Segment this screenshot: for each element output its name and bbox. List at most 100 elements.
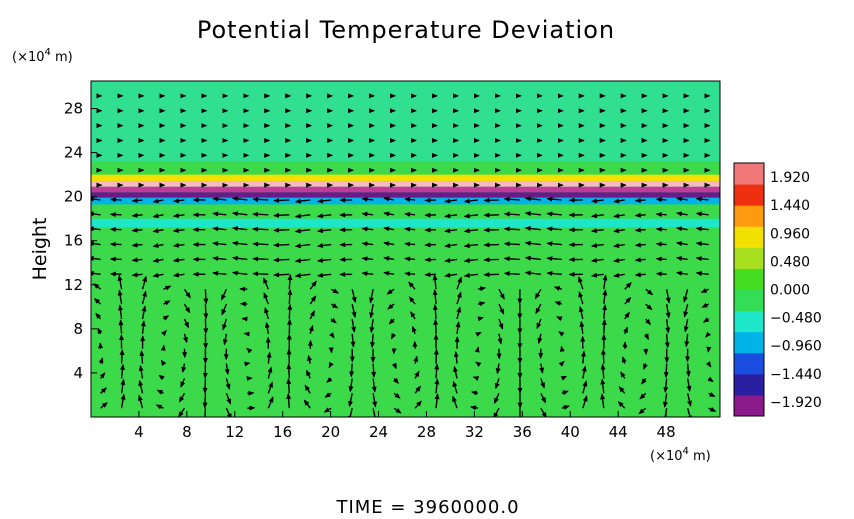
velocity-arrow [91,241,101,247]
colorbar-segment [734,184,764,206]
velocity-arrow [638,407,647,415]
velocity-arrow [152,213,164,219]
velocity-arrow [231,270,248,276]
velocity-arrow [601,318,607,334]
velocity-arrow [444,243,458,249]
colorbar-tick-label: 1.440 [770,198,810,214]
velocity-arrow [705,331,712,338]
velocity-arrow [675,226,688,232]
velocity-arrow [410,311,416,320]
velocity-arrow [172,257,185,263]
velocity-arrow [624,296,632,305]
velocity-arrow [286,392,292,409]
velocity-arrow [560,375,568,381]
velocity-arrow [702,317,710,323]
velocity-arrow [294,198,311,204]
velocity-arrow [137,394,144,409]
velocity-arrow [413,355,419,364]
velocity-arrow [287,273,293,290]
velocity-arrow [220,288,228,301]
velocity-arrow [613,213,625,219]
velocity-arrow [582,395,588,409]
velocity-arrow [463,228,479,234]
colorbar-tick-label: −0.960 [770,339,822,355]
x-tick-label: 20 [321,423,340,441]
velocity-arrow [264,321,270,334]
velocity-arrow [600,363,606,379]
velocity-arrow [683,289,689,303]
velocity-arrow [212,196,227,202]
velocity-arrow [287,288,293,305]
velocity-arrow [212,211,227,217]
velocity-arrow [330,317,337,324]
velocity-arrow [503,226,520,232]
velocity-arrow [98,357,104,364]
velocity-arrow [372,393,378,408]
velocity-arrow [432,303,438,320]
velocity-arrow [546,226,562,232]
velocity-arrow [600,378,606,394]
velocity-arrow [369,318,375,334]
velocity-arrow [408,281,416,290]
y-axis-label: Height [29,218,51,281]
velocity-arrow [700,288,709,293]
velocity-arrow [695,256,709,262]
velocity-arrow [453,350,459,364]
velocity-arrow [141,305,147,320]
velocity-arrow [524,196,541,202]
velocity-arrow [183,288,191,299]
colorbar-segment [734,205,764,227]
velocity-arrow [100,387,107,394]
band-mid [91,186,720,193]
velocity-arrow [100,402,108,409]
velocity-arrow [383,270,395,276]
x-unit-label: (×104 m) [650,446,711,464]
velocity-arrow [172,227,185,233]
velocity-arrow [663,378,669,394]
velocity-arrow [263,292,269,305]
velocity-arrow [524,255,541,261]
velocity-arrow [498,288,505,300]
velocity-arrow [172,272,185,278]
velocity-arrow [287,303,293,319]
velocity-arrow [556,316,563,322]
velocity-arrow [316,213,332,219]
velocity-arrow [639,392,647,400]
velocity-arrow [309,310,316,320]
velocity-arrow [252,226,269,232]
x-tick-label: 40 [561,423,580,441]
velocity-arrow [655,256,667,262]
velocity-arrow [183,303,191,314]
colorbar-tick-label: 0.960 [770,226,810,242]
velocity-arrow [705,361,712,368]
velocity-arrow [695,226,709,232]
velocity-arrow [453,365,458,379]
x-tick-label: 24 [369,423,388,441]
velocity-arrow [316,198,332,204]
velocity-arrow [91,270,101,276]
velocity-arrow [404,211,416,217]
velocity-arrow [178,407,186,417]
velocity-arrow [91,226,101,232]
velocity-arrow [675,270,688,276]
velocity-arrow [305,369,311,379]
x-tick-label: 12 [225,423,244,441]
velocity-arrow [252,196,269,202]
velocity-arrow [225,393,232,405]
velocity-arrow [590,257,604,263]
velocity-arrow [309,280,317,290]
x-axis-ticks: 4 8 12 16 20 24 28 32 36 40 44 48 [134,411,676,441]
velocity-arrow [351,318,357,333]
velocity-arrow [590,213,604,219]
y-tick-label: 12 [64,276,83,294]
velocity-arrow [91,211,101,217]
velocity-arrow [155,404,164,410]
velocity-arrow [309,295,317,305]
velocity-arrow [120,378,126,394]
x-tick-label: 16 [273,423,292,441]
velocity-arrow [498,318,504,330]
velocity-arrow [252,256,269,262]
colorbar-tick-label: −1.440 [770,367,822,383]
velocity-arrow [91,196,101,202]
